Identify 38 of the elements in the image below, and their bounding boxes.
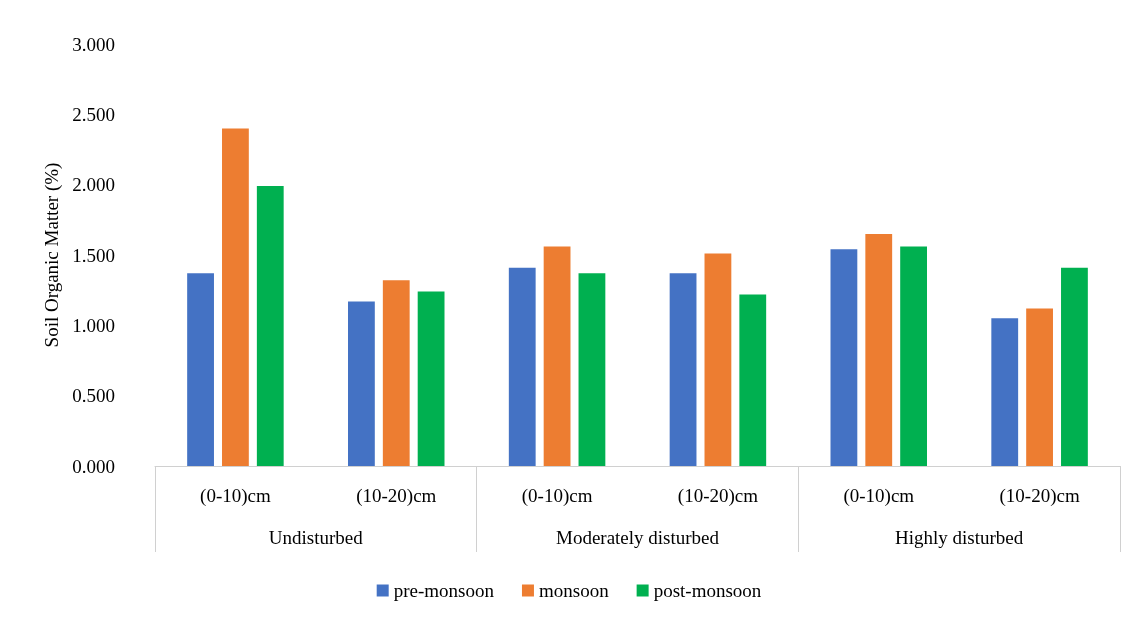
bar [382, 280, 410, 466]
bar [739, 294, 767, 466]
bar [991, 318, 1019, 466]
bar [704, 253, 732, 466]
bar [348, 301, 375, 466]
text: Moderately disturbed [555, 527, 720, 548]
y-tick-label: 2.000 [72, 174, 115, 196]
bar [830, 249, 858, 466]
bar [256, 186, 284, 466]
bar [508, 267, 536, 466]
x-tick-label: (0-10)cm [843, 485, 915, 507]
bar [1026, 308, 1053, 466]
y-tick-label: 2.500 [72, 103, 115, 125]
bar [187, 273, 214, 466]
bar [222, 128, 249, 466]
y-tick-label: 0.000 [72, 455, 115, 477]
x-tick-label: (10-20)cm [999, 485, 1080, 507]
legend-label: post-monsoon [653, 580, 762, 601]
bar [543, 246, 571, 466]
bar [669, 273, 697, 466]
y-tick-label: 3.000 [72, 33, 115, 55]
y-tick-label: 1.500 [72, 244, 115, 266]
x-tick-label: (10-20)cm [356, 485, 437, 507]
x-tick-label: (0-10)cm [200, 485, 271, 507]
x-tick-label: (0-10)cm [521, 485, 593, 507]
text: Highly disturbed [895, 527, 1024, 548]
y-tick-label: 1.000 [72, 314, 115, 336]
x-tick-label: (10-20)cm [677, 485, 759, 507]
bar [417, 291, 445, 466]
y-tick-label: 0.500 [72, 385, 115, 407]
bar [1061, 267, 1088, 466]
legend-label: monsoon [538, 580, 610, 601]
bar [578, 273, 606, 466]
bar [900, 246, 927, 466]
text: Undisturbed [268, 527, 364, 548]
legend-label: pre-monsoon [393, 580, 495, 601]
bar [865, 233, 893, 466]
y-axis-title: Soil Organic Matter (%) [41, 162, 64, 348]
